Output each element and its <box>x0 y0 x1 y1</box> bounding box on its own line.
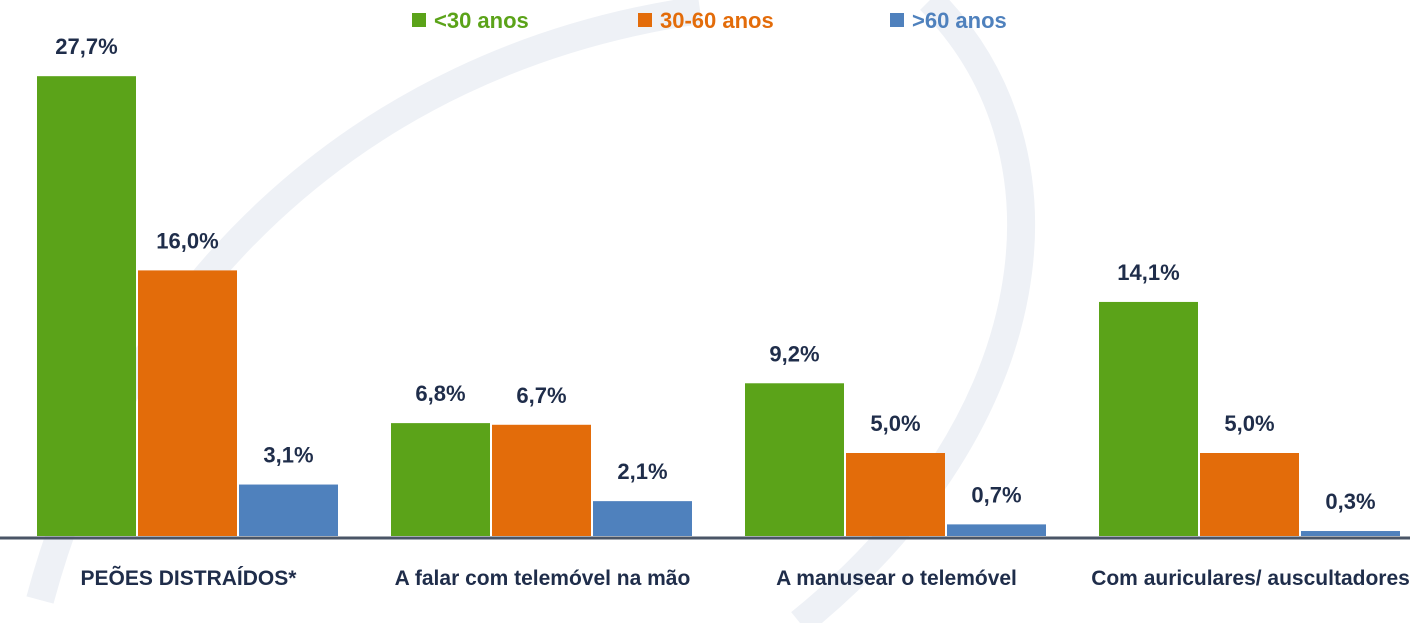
data-label: 27,7% <box>55 34 117 59</box>
bar <box>391 423 490 536</box>
x-tick-label: A manusear o telemóvel <box>776 567 1017 590</box>
x-tick-label: PEÕES DISTRAÍDOS* <box>80 567 297 590</box>
data-label: 0,7% <box>971 482 1021 507</box>
data-label: 16,0% <box>156 228 218 253</box>
bar <box>846 453 945 536</box>
bar <box>1200 453 1299 536</box>
data-label: 0,3% <box>1325 489 1375 514</box>
bar <box>1099 301 1198 536</box>
legend-label: 30-60 anos <box>660 8 774 33</box>
x-tick-label: A falar com telemóvel na mão <box>394 567 691 590</box>
data-label: 3,1% <box>263 443 313 468</box>
bar <box>492 424 591 536</box>
data-label: 6,8% <box>415 381 465 406</box>
data-label: 5,0% <box>1224 411 1274 436</box>
bar <box>593 501 692 536</box>
bar <box>138 270 237 536</box>
data-label: 14,1% <box>1117 260 1179 285</box>
legend-label: >60 anos <box>912 8 1007 33</box>
data-label: 5,0% <box>870 411 920 436</box>
bar <box>745 383 844 536</box>
bar <box>947 524 1046 536</box>
bar <box>239 484 338 536</box>
data-label: 6,7% <box>516 383 566 408</box>
legend-swatch <box>412 13 426 27</box>
x-tick-label: Com auriculares/ auscultadores <box>1091 567 1410 590</box>
legend-label: <30 anos <box>434 8 529 33</box>
bar <box>37 76 136 537</box>
data-label: 2,1% <box>617 459 667 484</box>
legend-swatch <box>638 13 652 27</box>
bar <box>1301 531 1400 536</box>
data-label: 9,2% <box>769 341 819 366</box>
legend-swatch <box>890 13 904 27</box>
